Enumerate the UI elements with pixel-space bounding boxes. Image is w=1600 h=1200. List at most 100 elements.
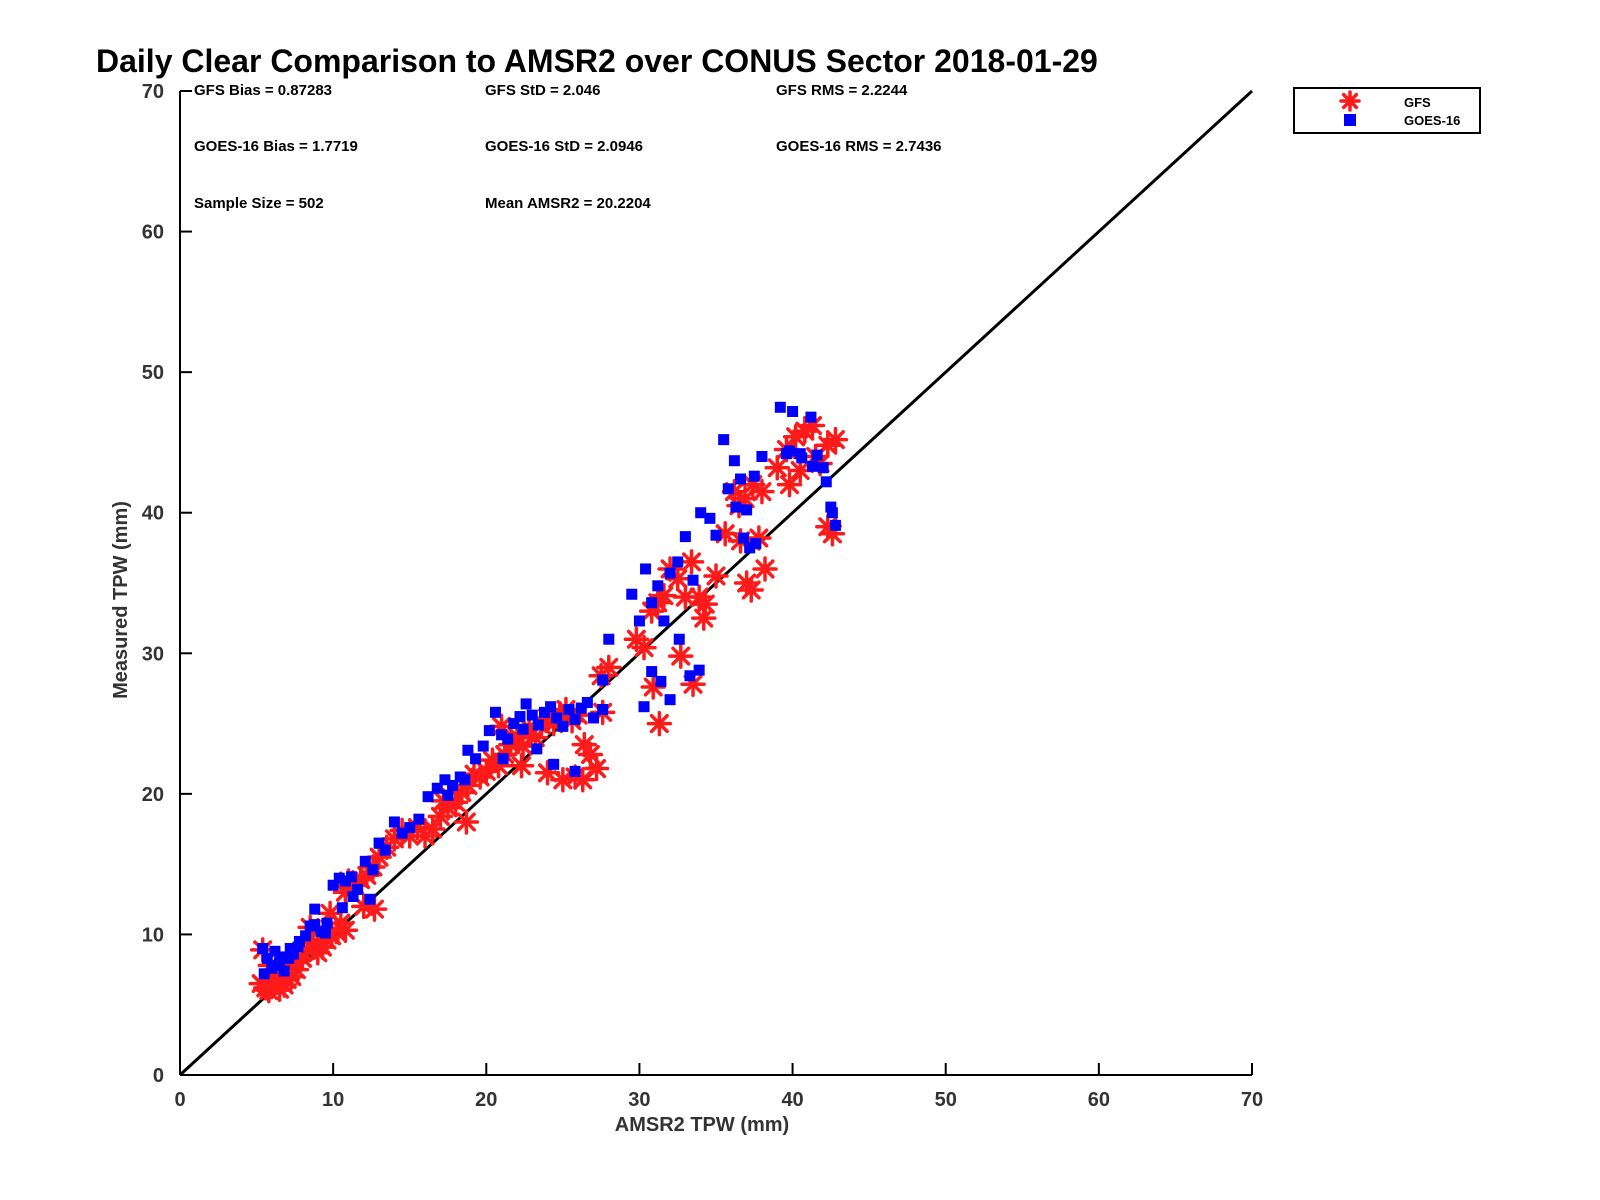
y-tick-label: 10: [142, 924, 164, 946]
gfs-point: [678, 549, 705, 575]
statistics-annotations: GFS Bias = 0.87283 GFS StD = 2.046 GFS R…: [194, 82, 942, 212]
goes16-point: [597, 674, 609, 686]
goes16-point: [447, 779, 459, 791]
gfs-std-text: GFS StD = 2.046: [485, 82, 600, 99]
goes16-point: [626, 588, 638, 600]
goes16-point: [293, 935, 305, 947]
goes16-point: [269, 945, 281, 957]
goes16-point: [278, 965, 290, 977]
goes16-point: [309, 919, 321, 931]
goes16-series: [257, 401, 841, 980]
gfs-bias-text: GFS Bias = 0.87283: [194, 82, 332, 99]
goes16-bias-text: GOES-16 Bias = 1.7719: [194, 138, 358, 155]
goes16-point: [806, 460, 818, 472]
goes16-point: [575, 702, 587, 714]
gfs-rms-text: GFS RMS = 2.2244: [776, 82, 908, 99]
x-tick-label: 60: [1088, 1089, 1110, 1111]
goes16-point: [274, 957, 286, 969]
x-tick-label: 10: [322, 1089, 344, 1111]
goes16-point: [520, 698, 532, 710]
goes16-point: [750, 538, 762, 550]
goes16-point: [826, 507, 838, 519]
goes16-point: [347, 890, 359, 902]
goes16-point: [693, 664, 705, 676]
goes16-point: [483, 725, 495, 737]
gfs-point: [752, 556, 778, 582]
goes16-point: [300, 930, 312, 942]
goes16-point: [829, 519, 841, 531]
goes16-point: [327, 879, 339, 891]
goes16-point: [817, 462, 829, 474]
legend-goes16-label: GOES-16: [1404, 113, 1460, 128]
goes16-point: [787, 406, 799, 418]
goes16-point: [336, 902, 348, 914]
gfs-point: [776, 471, 803, 498]
goes16-point: [508, 718, 520, 730]
goes16-point: [581, 696, 593, 708]
gfs-point: [631, 634, 657, 661]
y-tick-label: 40: [142, 503, 164, 525]
gfs-point: [703, 563, 729, 589]
y-tick-label: 0: [153, 1065, 164, 1087]
goes16-point: [497, 753, 509, 765]
goes16-point: [748, 470, 760, 482]
goes16-point: [784, 445, 796, 457]
goes16-point: [597, 704, 609, 716]
goes16-point: [364, 893, 376, 905]
goes16-point: [496, 729, 508, 741]
goes16-point: [275, 951, 287, 963]
sample-size-text: Sample Size = 502: [194, 195, 324, 212]
goes16-point: [673, 633, 685, 645]
goes16-point: [532, 719, 544, 731]
goes16-point: [261, 952, 273, 964]
goes16-point: [526, 709, 538, 721]
gfs-point: [646, 710, 673, 737]
goes16-point: [587, 712, 599, 724]
goes16-point: [672, 556, 684, 568]
goes16-point: [388, 816, 400, 828]
y-axis-label: Measured TPW (mm): [110, 501, 132, 699]
y-tick-label: 60: [142, 222, 164, 244]
goes16-point: [741, 504, 753, 516]
goes16-point: [655, 675, 667, 687]
goes16-point: [287, 948, 299, 960]
goes16-point: [704, 512, 716, 524]
goes16-point: [422, 791, 434, 803]
goes16-point: [722, 483, 734, 495]
x-tick-label: 0: [174, 1089, 185, 1111]
goes16-point: [413, 813, 425, 825]
goes16-point: [431, 782, 443, 794]
goes16-point: [569, 713, 581, 725]
goes16-point: [811, 449, 823, 461]
y-tick-label: 50: [142, 362, 164, 384]
goes16-point: [774, 401, 786, 413]
goes16-point: [292, 941, 304, 953]
plot-area: 0 10 20 30 40 50 60 70 0 10 20 30 40 50 60 70: [142, 81, 1263, 1111]
goes16-point: [470, 753, 482, 765]
goes16-point: [531, 743, 543, 755]
x-tick-label: 70: [1241, 1089, 1263, 1111]
x-axis-label: AMSR2 TPW (mm): [615, 1114, 789, 1136]
goes16-point: [738, 532, 750, 544]
mean-amsr2-text: Mean AMSR2 = 20.2204: [485, 195, 651, 212]
goes16-point: [710, 529, 722, 541]
y-tick-label: 30: [142, 643, 164, 665]
goes16-point: [756, 450, 768, 462]
gfs-point: [508, 752, 535, 779]
gfs-point: [510, 733, 536, 759]
goes16-point: [633, 615, 645, 627]
y-tick-label: 70: [142, 81, 164, 103]
goes16-point: [339, 875, 351, 887]
goes16-point: [396, 827, 408, 839]
goes16-point: [346, 871, 358, 883]
goes16-point: [333, 872, 345, 884]
goes16-point: [267, 959, 279, 971]
gfs-point: [822, 426, 849, 453]
goes16-point: [664, 694, 676, 706]
goes16-point: [258, 968, 270, 980]
goes16-point: [557, 720, 569, 732]
gfs-point: [749, 478, 775, 505]
gfs-point: [764, 454, 791, 481]
goes16-point: [735, 473, 747, 485]
